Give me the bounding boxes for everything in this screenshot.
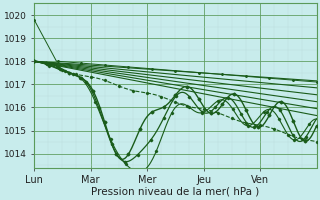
- X-axis label: Pression niveau de la mer( hPa ): Pression niveau de la mer( hPa ): [91, 187, 260, 197]
